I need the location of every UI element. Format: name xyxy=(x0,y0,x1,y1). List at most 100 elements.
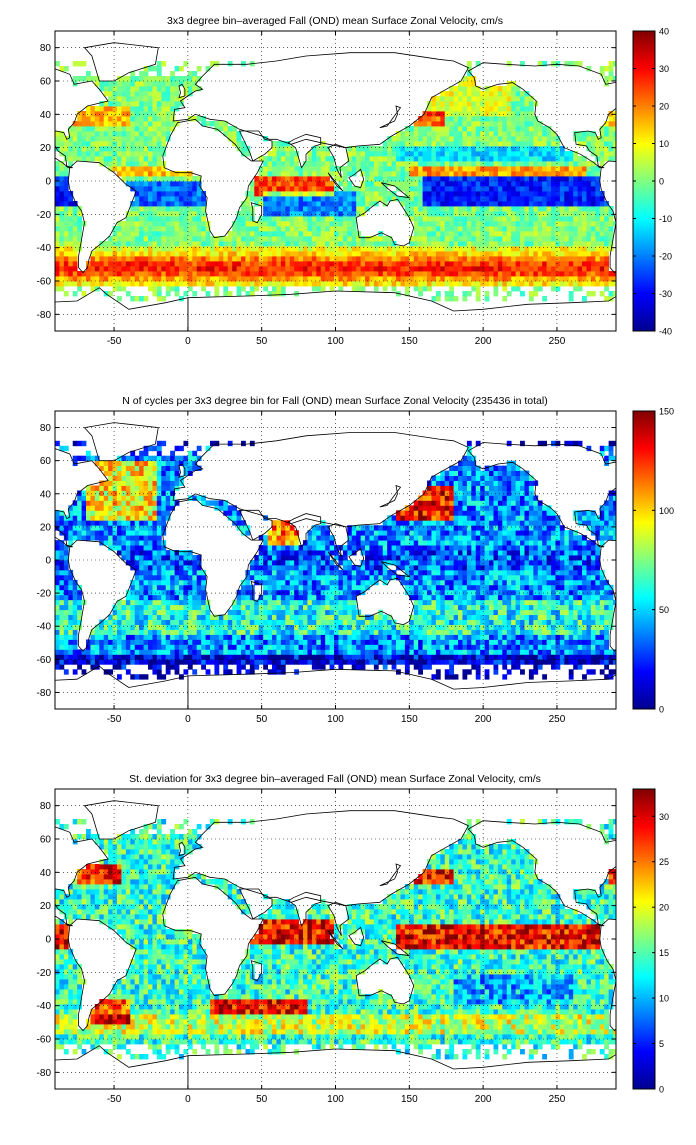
heatmap-cell xyxy=(511,226,516,231)
heatmap-cell xyxy=(59,201,64,206)
heatmap-cell xyxy=(175,176,180,181)
heatmap-cell xyxy=(197,251,202,256)
heatmap-cell xyxy=(347,191,352,196)
heatmap-cell xyxy=(485,296,490,301)
heatmap-cell xyxy=(489,221,494,226)
heatmap-cell xyxy=(560,156,565,161)
heatmap-cell xyxy=(427,186,432,191)
heatmap-cell xyxy=(206,251,211,256)
heatmap-cell xyxy=(538,221,543,226)
heatmap-cell xyxy=(290,156,295,161)
heatmap-cell xyxy=(157,161,162,166)
heatmap-cell xyxy=(219,266,224,271)
heatmap-cell xyxy=(152,66,157,71)
heatmap-cell xyxy=(569,654,574,659)
heatmap-cell xyxy=(245,276,250,281)
heatmap-cell xyxy=(161,121,166,126)
heatmap-cell xyxy=(281,186,286,191)
heatmap-cell xyxy=(369,146,374,151)
heatmap-cell xyxy=(86,76,91,81)
heatmap-cell xyxy=(582,176,587,181)
heatmap-cell xyxy=(449,181,454,186)
heatmap-cell xyxy=(493,156,498,161)
heatmap-cell xyxy=(166,644,171,649)
heatmap-cell xyxy=(175,644,180,649)
heatmap-cell xyxy=(352,630,357,635)
heatmap-cell xyxy=(130,271,135,276)
heatmap-cell xyxy=(241,226,246,231)
heatmap-cell xyxy=(250,236,255,241)
heatmap-cell xyxy=(161,281,166,286)
heatmap-cell xyxy=(533,146,538,151)
heatmap-cell xyxy=(445,251,450,256)
heatmap-cell xyxy=(135,201,140,206)
heatmap-cell xyxy=(418,161,423,166)
heatmap-cell xyxy=(560,176,565,181)
heatmap-cell xyxy=(560,276,565,281)
heatmap-cell xyxy=(144,151,149,156)
heatmap-cell xyxy=(529,659,534,664)
heatmap-cell xyxy=(95,256,100,261)
heatmap-cell xyxy=(467,659,472,664)
heatmap-cell xyxy=(73,271,78,276)
heatmap-cell xyxy=(192,211,197,216)
heatmap-cell xyxy=(152,176,157,181)
heatmap-cell xyxy=(578,196,583,201)
heatmap-cell xyxy=(400,261,405,266)
heatmap-cell xyxy=(179,241,184,246)
heatmap-cell xyxy=(325,236,330,241)
heatmap-cell xyxy=(263,196,268,201)
heatmap-cell xyxy=(445,635,450,640)
heatmap-cell xyxy=(290,644,295,649)
heatmap-cell xyxy=(396,146,401,151)
heatmap-cell xyxy=(148,216,153,221)
heatmap-cell xyxy=(228,669,233,674)
heatmap-cell xyxy=(516,241,521,246)
heatmap-cell xyxy=(139,176,144,181)
heatmap-cell xyxy=(591,181,596,186)
heatmap-cell xyxy=(121,96,126,101)
heatmap-cell xyxy=(95,151,100,156)
heatmap-cell xyxy=(493,106,498,111)
heatmap-cell xyxy=(183,91,188,96)
heatmap-cell xyxy=(502,236,507,241)
heatmap-cell xyxy=(285,206,290,211)
heatmap-cell xyxy=(210,261,215,266)
heatmap-cell xyxy=(77,211,82,216)
heatmap-cell xyxy=(126,669,131,674)
heatmap-cell xyxy=(237,649,242,654)
heatmap-cell xyxy=(409,266,414,271)
heatmap-cell xyxy=(104,161,109,166)
heatmap-cell xyxy=(152,136,157,141)
heatmap-cell xyxy=(485,166,490,171)
heatmap-cell xyxy=(170,211,175,216)
heatmap-cell xyxy=(356,251,361,256)
heatmap-cell xyxy=(294,635,299,640)
heatmap-cell xyxy=(188,654,193,659)
heatmap-cell xyxy=(374,181,379,186)
heatmap-cell xyxy=(183,176,188,181)
heatmap-cell xyxy=(99,276,104,281)
heatmap-cell xyxy=(86,276,91,281)
heatmap-cell xyxy=(604,146,609,151)
heatmap-cell xyxy=(148,276,153,281)
heatmap-cell xyxy=(157,226,162,231)
heatmap-cell xyxy=(59,261,64,266)
heatmap-cell xyxy=(245,236,250,241)
heatmap-cell xyxy=(414,156,419,161)
colorbar-tick-label: -10 xyxy=(659,214,672,224)
heatmap-cell xyxy=(595,261,600,266)
heatmap-cell xyxy=(440,131,445,136)
heatmap-cell xyxy=(55,221,60,226)
heatmap-cell xyxy=(524,176,529,181)
heatmap-cell xyxy=(454,96,459,101)
heatmap-cell xyxy=(210,271,215,276)
heatmap-cell xyxy=(471,131,476,136)
heatmap-cell xyxy=(152,146,157,151)
heatmap-cell xyxy=(502,654,507,659)
heatmap-cell xyxy=(538,186,543,191)
heatmap-cell xyxy=(516,649,521,654)
heatmap-cell xyxy=(538,635,543,640)
heatmap-cell xyxy=(294,241,299,246)
heatmap-cell xyxy=(312,241,317,246)
